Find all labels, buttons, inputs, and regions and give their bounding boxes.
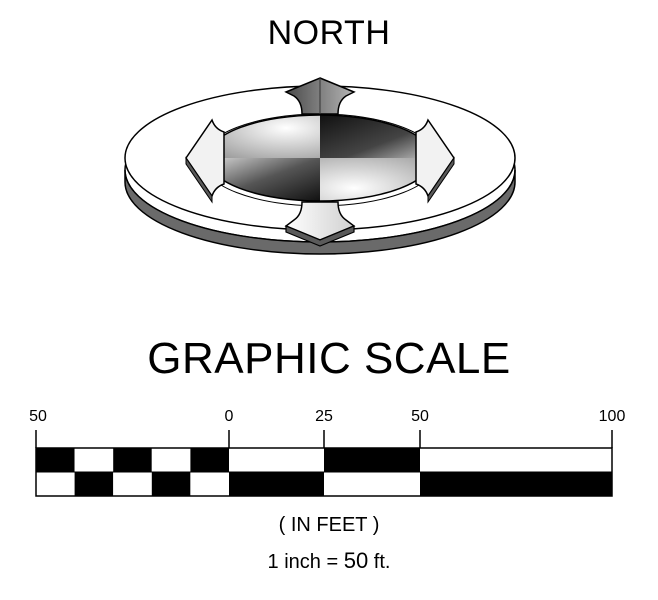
- scale-units: ( IN FEET ): [278, 514, 380, 536]
- scale-bar: [35, 430, 613, 497]
- scale-tick-label: 100: [598, 408, 626, 425]
- compass-arrow-west: [185, 118, 225, 204]
- scale-ratio-prefix: 1 inch =: [267, 551, 344, 573]
- scale-row-lower: [36, 472, 612, 496]
- compass-arrow-south: [284, 201, 356, 247]
- scale-tick-label: 50: [411, 408, 429, 425]
- scale-row-upper: [36, 448, 612, 472]
- scale-tick-label: 0: [224, 408, 234, 425]
- scale-tick-label: 25: [315, 408, 333, 425]
- scale-tick-marks: [35, 430, 613, 448]
- graphic-scale-title: GRAPHIC SCALE: [147, 334, 511, 383]
- scale-ratio-suffix: ft.: [368, 551, 391, 573]
- north-arrow-icon: [124, 77, 516, 255]
- compass-arrow-north: [284, 77, 356, 115]
- scale-ratio-value: 50: [343, 548, 369, 573]
- north-label: NORTH: [267, 14, 391, 52]
- compass-arrow-east: [415, 118, 455, 204]
- scale-tick-label: 50: [29, 408, 47, 425]
- scale-ratio: 1 inch = 50 ft.: [0, 548, 658, 574]
